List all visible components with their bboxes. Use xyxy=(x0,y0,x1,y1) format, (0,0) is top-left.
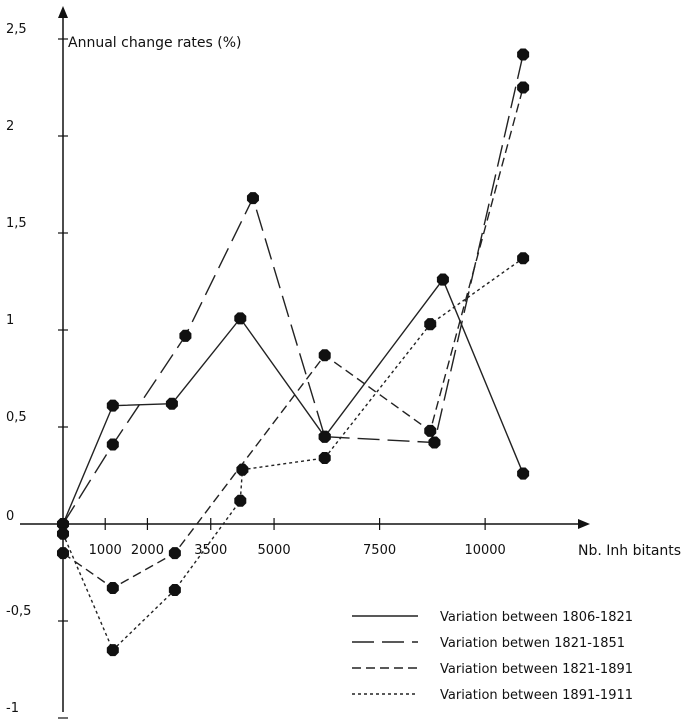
data-point xyxy=(517,467,530,480)
series-line-3 xyxy=(62,87,524,589)
y-tick-label: 1,5 xyxy=(6,216,27,231)
axes xyxy=(20,6,590,712)
y-ticks: 2,5 2 1,5 1 0,5 0 -0,5 -1 xyxy=(6,22,68,719)
data-point xyxy=(106,582,119,595)
legend-label: Variation betwen 1821-1851 xyxy=(440,636,625,651)
data-point xyxy=(168,583,181,596)
data-point xyxy=(179,329,192,342)
legend-label: Variation between 1821-1891 xyxy=(440,662,633,677)
data-point xyxy=(517,48,530,61)
x-ticks: 1000 2000 3500 5000 7500 10000 xyxy=(89,518,506,558)
y-tick-label: 2,5 xyxy=(6,22,27,37)
data-point xyxy=(424,424,437,437)
series-line-2 xyxy=(62,54,524,525)
data-point xyxy=(56,517,70,531)
y-tick-label: -0,5 xyxy=(6,604,31,619)
data-point xyxy=(106,438,119,451)
data-point xyxy=(318,452,331,465)
series-line-1 xyxy=(62,278,524,525)
data-point xyxy=(56,547,70,560)
data-point xyxy=(234,494,247,507)
y-axis-arrow xyxy=(58,6,68,18)
x-tick-label: 7500 xyxy=(363,543,396,558)
x-tick-label: 10000 xyxy=(464,543,505,558)
data-point xyxy=(56,527,70,540)
x-tick-label: 3500 xyxy=(194,543,227,558)
y-tick-label: 1 xyxy=(6,313,14,328)
x-axis-arrow xyxy=(578,519,590,529)
legend: Variation between 1806-1821 Variation bet… xyxy=(352,610,633,703)
x-tick-label: 5000 xyxy=(258,543,291,558)
data-point xyxy=(318,430,331,443)
data-point xyxy=(246,192,259,205)
data-point xyxy=(517,81,530,94)
y-tick-label: -1 xyxy=(6,701,19,716)
data-point xyxy=(517,252,530,265)
y-tick-label: 0 xyxy=(6,509,14,524)
series-lines xyxy=(62,54,524,652)
x-tick-label: 2000 xyxy=(131,543,164,558)
data-point xyxy=(234,312,247,325)
x-axis-title: Nb. Inh bitants xyxy=(578,543,681,559)
data-point xyxy=(168,547,181,560)
x-tick-label: 1000 xyxy=(89,543,122,558)
series-markers xyxy=(56,48,530,657)
legend-label: Variation between 1891-1911 xyxy=(440,688,633,703)
data-point xyxy=(165,397,178,410)
legend-label: Variation between 1806-1821 xyxy=(440,610,633,625)
data-point xyxy=(106,399,119,412)
series-line-4 xyxy=(62,257,524,652)
y-tick-label: 0,5 xyxy=(6,410,27,425)
y-tick-label: 2 xyxy=(6,119,14,134)
data-point xyxy=(236,463,249,476)
data-point xyxy=(106,644,119,657)
data-point xyxy=(318,349,331,362)
data-point xyxy=(428,436,441,449)
y-axis-title: Annual change rates (%) xyxy=(68,35,242,51)
data-point xyxy=(436,273,449,286)
data-point xyxy=(424,318,437,331)
